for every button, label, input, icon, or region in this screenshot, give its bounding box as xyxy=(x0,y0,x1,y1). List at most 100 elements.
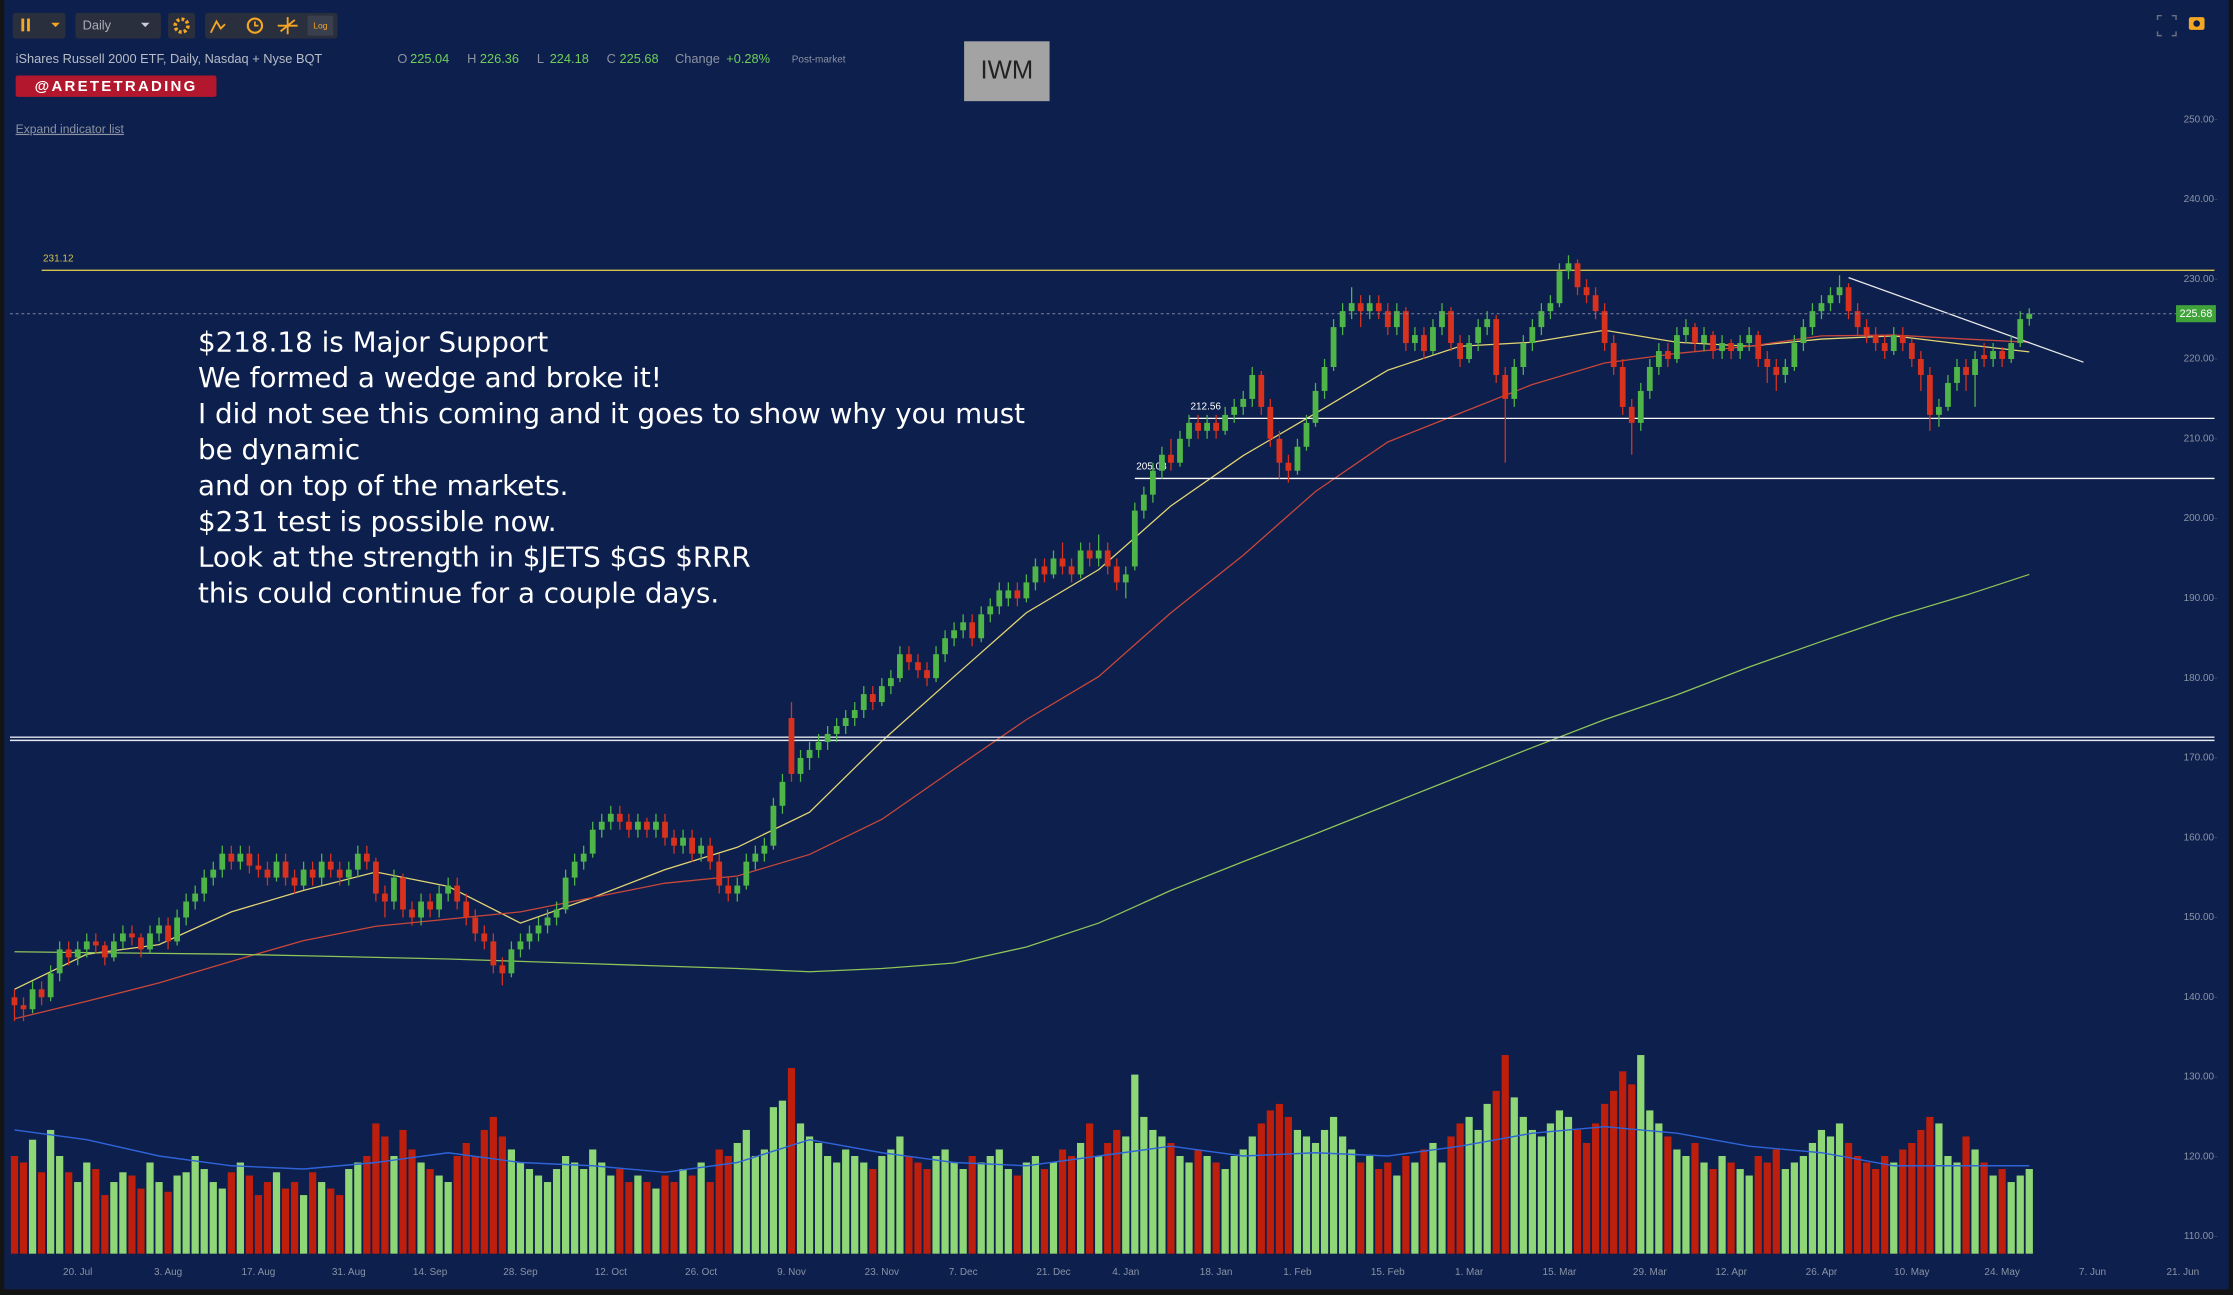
trendline xyxy=(1848,277,2084,363)
candle-body xyxy=(400,877,406,910)
candle-body xyxy=(1439,311,1445,328)
annotation-line: $231 test is possible now. xyxy=(198,505,557,538)
candle-body xyxy=(120,933,126,942)
volume-bar xyxy=(1329,1116,1338,1254)
candle-body xyxy=(1484,319,1491,328)
candle-body xyxy=(707,845,714,862)
annotation-line: Look at the strength in $JETS $GS $RRR xyxy=(198,541,751,574)
legend-key: L xyxy=(537,51,544,66)
volume-bar xyxy=(56,1155,64,1254)
candle-body xyxy=(535,925,542,934)
volume-bar xyxy=(137,1188,145,1254)
volume-bar xyxy=(74,1182,82,1254)
badge xyxy=(15,75,217,97)
y-tick-label: 190.00 xyxy=(2184,593,2215,604)
volume-bar xyxy=(354,1162,362,1254)
volume-bar xyxy=(1302,1136,1311,1254)
volume-bar xyxy=(146,1162,154,1254)
volume-bar xyxy=(182,1172,190,1254)
candle-body xyxy=(996,590,1003,607)
volume-bar xyxy=(1393,1175,1401,1254)
candle-body xyxy=(1719,343,1725,352)
candle-body xyxy=(20,1005,27,1010)
candle-body xyxy=(671,837,677,846)
legend-key: C xyxy=(607,51,616,66)
candle-body xyxy=(445,885,452,894)
candle-body xyxy=(2008,343,2015,360)
compare-button[interactable] xyxy=(277,17,298,35)
replay-button[interactable] xyxy=(246,17,264,34)
candle-body xyxy=(65,949,72,958)
y-tick-label: 160.00 xyxy=(2184,832,2215,843)
volume-bar xyxy=(1917,1129,1925,1254)
volume-bar xyxy=(1366,1155,1374,1254)
y-tick-label: 120.00 xyxy=(2184,1151,2215,1162)
volume-bar xyxy=(372,1123,380,1254)
candle-body xyxy=(562,877,569,910)
volume-bar xyxy=(1239,1149,1247,1254)
y-tick-label: 240.00 xyxy=(2184,194,2215,205)
volume-bar xyxy=(1203,1155,1211,1254)
annotation-line: $218.18 is Major Support xyxy=(198,325,548,358)
candle-body xyxy=(11,997,18,1006)
volume-bar xyxy=(1266,1110,1274,1254)
volume-bar xyxy=(299,1195,308,1254)
candle-body xyxy=(1945,382,1951,407)
volume-bar xyxy=(128,1175,136,1254)
fullscreen-button[interactable] xyxy=(2156,14,2177,37)
volume-bar xyxy=(110,1182,118,1254)
legend-value: 226.36 xyxy=(480,51,519,66)
candle-body xyxy=(1954,366,1960,383)
volume-bar xyxy=(1619,1071,1627,1254)
candle-body xyxy=(806,749,813,758)
candle-body xyxy=(1285,462,1292,471)
volume-bar xyxy=(751,1155,759,1254)
candle-body xyxy=(1674,335,1680,360)
legend-key: O xyxy=(397,51,407,66)
volume-bar xyxy=(1049,1162,1058,1254)
candle-body xyxy=(1854,311,1861,328)
candle-body xyxy=(1195,422,1201,431)
candle-body xyxy=(1339,311,1346,328)
candle-body xyxy=(1628,406,1635,423)
volume-bar xyxy=(1582,1142,1591,1254)
candle-body xyxy=(192,893,199,902)
volume-bar xyxy=(706,1182,714,1254)
volume-bar xyxy=(697,1162,705,1254)
volume-bar xyxy=(1655,1123,1663,1254)
volume-bar xyxy=(426,1169,434,1254)
candle-body xyxy=(1104,550,1111,567)
volume-bar xyxy=(986,1155,994,1254)
settings-button[interactable] xyxy=(168,12,196,39)
volume-bar xyxy=(1980,1162,1988,1254)
chart-type-button[interactable] xyxy=(12,12,66,39)
volume-bar xyxy=(245,1175,254,1254)
y-tick-label: 180.00 xyxy=(2184,673,2215,684)
candle-body xyxy=(1131,510,1138,567)
candle-body xyxy=(300,869,307,886)
x-tick-label: 31. Aug xyxy=(332,1267,366,1278)
candle-body xyxy=(1267,406,1274,439)
volume-bar xyxy=(489,1116,497,1254)
candle-body xyxy=(363,853,370,862)
volume-bar xyxy=(824,1155,832,1254)
candle-body xyxy=(1764,359,1771,367)
log-button[interactable] xyxy=(307,15,334,36)
volume-bar xyxy=(842,1149,850,1254)
candle-body xyxy=(354,853,361,870)
volume-bar xyxy=(571,1162,579,1254)
indicator-button[interactable] xyxy=(209,19,226,34)
moving-average xyxy=(14,329,2030,990)
x-tick-label: 23. Nov xyxy=(865,1267,899,1278)
candle-body xyxy=(1881,343,1888,352)
expand-indicators[interactable]: Expand indicator list xyxy=(16,122,125,136)
y-tick-label: 210.00 xyxy=(2184,433,2215,444)
x-tick-label: 26. Oct xyxy=(685,1267,717,1278)
volume-bar xyxy=(1926,1116,1934,1254)
interval-select[interactable] xyxy=(75,12,161,39)
icon xyxy=(140,22,150,28)
volume-bar xyxy=(327,1188,335,1254)
volume-bar xyxy=(399,1129,407,1254)
candle-body xyxy=(1692,327,1698,344)
volume-bar xyxy=(1194,1149,1202,1254)
